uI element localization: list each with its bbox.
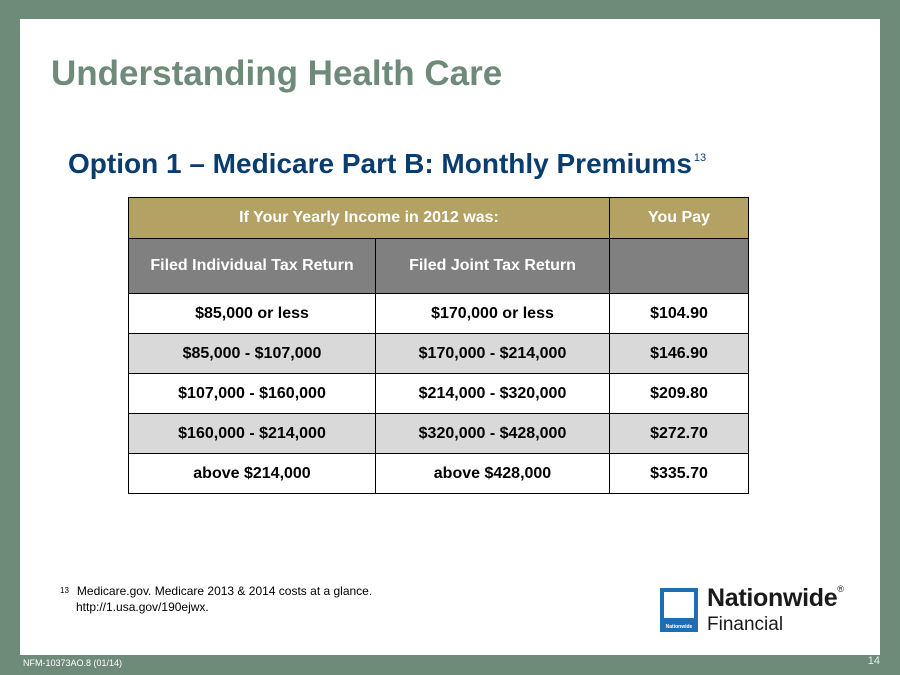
footnote-link[interactable]: http://1.usa.gov/190ejwx.: [76, 600, 209, 614]
cell-joint: above $428,000: [375, 453, 610, 494]
table-row: $160,000 - $214,000 $320,000 - $428,000 …: [128, 413, 749, 454]
table-row: $107,000 - $160,000 $214,000 - $320,000 …: [128, 373, 749, 414]
footnote-number: 13: [60, 586, 69, 595]
logo-name: Nationwide®: [707, 584, 844, 613]
logo-sub: Financial: [707, 614, 784, 635]
footnote-line1: Medicare.gov. Medicare 2013 & 2014 costs…: [76, 584, 373, 598]
cell-pay: $146.90: [609, 333, 749, 374]
table-row: above $214,000 above $428,000 $335.70: [128, 453, 749, 494]
premiums-table: If Your Yearly Income in 2012 was: You P…: [128, 197, 749, 494]
eagle-logo-icon: Nationwide: [660, 588, 698, 632]
registered-mark: ®: [837, 584, 844, 594]
header-joint: Filed Joint Tax Return: [375, 238, 610, 294]
footnote: 13 Medicare.gov. Medicare 2013 & 2014 cos…: [60, 583, 372, 615]
cell-joint: $214,000 - $320,000: [375, 373, 610, 414]
table-subheader-row: Filed Individual Tax Return Filed Joint …: [128, 238, 749, 294]
cell-pay: $209.80: [609, 373, 749, 414]
cell-individual: $85,000 - $107,000: [128, 333, 376, 374]
cell-individual: above $214,000: [128, 453, 376, 494]
logo-name-text: Nationwide: [707, 584, 838, 612]
subtitle-footnote-ref: 13: [693, 152, 707, 164]
table-row: $85,000 or less $170,000 or less $104.90: [128, 293, 749, 334]
header-blank: [609, 238, 749, 294]
header-you-pay: You Pay: [609, 197, 749, 239]
cell-pay: $104.90: [609, 293, 749, 334]
page-number: 14: [867, 655, 880, 667]
logo-badge-text: Nationwide: [665, 624, 693, 630]
cell-individual: $160,000 - $214,000: [128, 413, 376, 454]
slide-title: Understanding Health Care: [51, 54, 503, 93]
header-individual: Filed Individual Tax Return: [128, 238, 376, 294]
slide: Understanding Health Care Option 1 – Med…: [20, 19, 880, 655]
cell-pay: $272.70: [609, 413, 749, 454]
table-row: $85,000 - $107,000 $170,000 - $214,000 $…: [128, 333, 749, 374]
cell-individual: $85,000 or less: [128, 293, 376, 334]
cell-individual: $107,000 - $160,000: [128, 373, 376, 414]
slide-subtitle: Option 1 – Medicare Part B: Monthly Prem…: [68, 148, 706, 180]
nationwide-logo: Nationwide Nationwide® Financial: [660, 584, 870, 637]
document-id: NFM-10373AO.8 (01/14): [23, 658, 123, 668]
cell-joint: $170,000 or less: [375, 293, 610, 334]
subtitle-text: Option 1 – Medicare Part B: Monthly Prem…: [68, 148, 692, 179]
cell-joint: $320,000 - $428,000: [375, 413, 610, 454]
header-income: If Your Yearly Income in 2012 was:: [128, 197, 610, 239]
cell-joint: $170,000 - $214,000: [375, 333, 610, 374]
table-header-row: If Your Yearly Income in 2012 was: You P…: [128, 197, 749, 239]
cell-pay: $335.70: [609, 453, 749, 494]
